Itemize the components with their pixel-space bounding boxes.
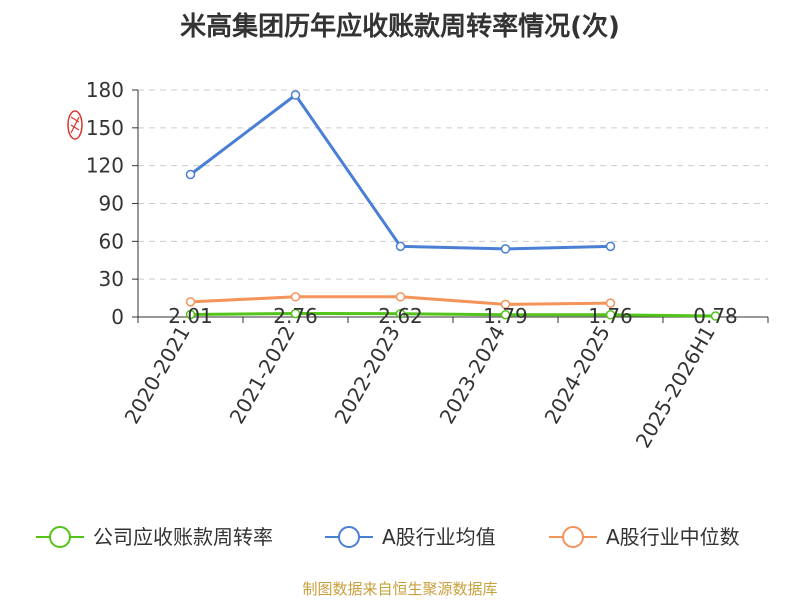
data-point [605, 241, 616, 252]
data-point [185, 309, 196, 320]
data-point [500, 299, 511, 310]
y-tick-label: 150 [86, 116, 124, 140]
x-tick-label: 2020-2021 [120, 322, 195, 428]
data-point [500, 244, 511, 254]
y-tick-label: 60 [99, 229, 124, 253]
y-tick-label: 120 [86, 154, 124, 178]
x-tick-label: 2023-2024 [435, 322, 510, 428]
x-tick-label: 2025-2026H1 [631, 322, 720, 452]
data-point [500, 309, 511, 320]
legend-marker [562, 526, 584, 548]
data-point [185, 169, 196, 180]
data-label: 2.01 [168, 304, 213, 328]
data-point [290, 90, 301, 100]
data-point [605, 298, 616, 308]
x-tick-label: 2024-2025 [540, 322, 615, 428]
data-point [395, 241, 406, 252]
source-footer: 制图数据来自恒生聚源数据库 [302, 580, 498, 598]
data-point [185, 297, 196, 307]
data-point [290, 292, 301, 302]
legend-label: A股行业中位数 [606, 525, 740, 549]
legend-marker [338, 526, 360, 548]
series-line [190, 312, 716, 318]
data-label: 2.76 [273, 304, 318, 328]
series-line [189, 93, 611, 251]
data-point [605, 310, 616, 320]
legend-label: 公司应收账款周转率 [93, 525, 273, 549]
data-label: 1.76 [588, 304, 633, 328]
data-label: 2.62 [378, 304, 423, 328]
legend-label: A股行业均值 [382, 525, 496, 549]
chart-title: 米高集团历年应收账款周转率情况(次) [180, 12, 620, 42]
legend-marker [49, 526, 71, 548]
data-point [395, 292, 406, 302]
y-tick-label: 0 [111, 305, 124, 329]
y-tick-label: 30 [99, 267, 124, 291]
data-point [710, 311, 721, 321]
y-tick-label: 180 [86, 78, 124, 102]
data-point [395, 308, 406, 319]
seal-icon [67, 110, 83, 140]
x-tick-label: 2021-2022 [225, 322, 300, 428]
y-tick-label: 90 [99, 192, 124, 216]
x-tick-label: 2022-2023 [330, 322, 405, 428]
data-label: 0.78 [693, 304, 738, 328]
data-point [290, 308, 301, 319]
data-label: 1.79 [483, 304, 528, 328]
